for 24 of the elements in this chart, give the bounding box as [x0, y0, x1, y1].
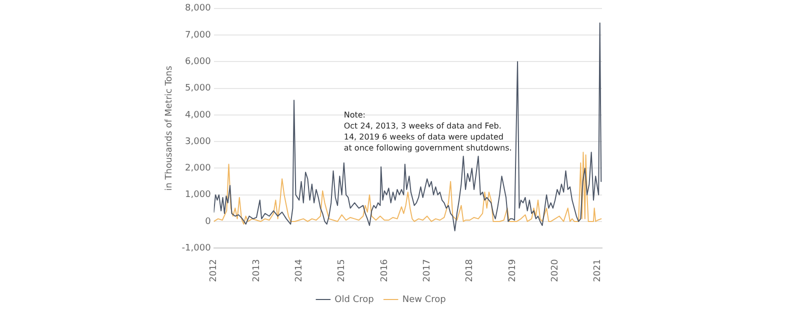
y-tick-label: -1,000: [182, 243, 212, 254]
x-tick-label: 2012: [209, 259, 220, 282]
x-tick-label: 2021: [593, 259, 604, 282]
y-tick-label: 6,000: [185, 57, 212, 68]
x-tick-label: 2013: [252, 259, 262, 282]
y-tick-label: 2,000: [185, 164, 212, 174]
y-tick-label: 7,000: [185, 30, 212, 40]
x-tick-label: 2019: [508, 258, 518, 282]
legend-label: New Crop: [402, 294, 446, 305]
y-tick-label: 4,000: [185, 110, 212, 120]
y-tick-label: 8,000: [185, 4, 212, 14]
x-tick-label: 2015: [337, 259, 348, 282]
y-tick-label: 0: [205, 216, 212, 227]
x-tick-label: 2017: [422, 259, 432, 282]
x-tick-label: 2014: [294, 258, 304, 282]
x-tick-label: 2018: [465, 258, 476, 282]
y-axis-title: in Thousands of Metric Tons: [164, 65, 175, 191]
y-tick-label: 3,000: [185, 136, 212, 147]
x-tick-label: 2016: [380, 258, 390, 282]
y-tick-label: 1,000: [185, 190, 212, 200]
y-tick-label: 5,000: [185, 84, 212, 94]
x-tick-label: 2020: [550, 258, 560, 282]
annotation: Note: Oct 24, 2013, 3 weeks of data and Feb. 14, 2019 6 weeks of data were updated at once following government shutdowns.: [344, 110, 512, 153]
legend-label: Old Crop: [334, 294, 374, 305]
